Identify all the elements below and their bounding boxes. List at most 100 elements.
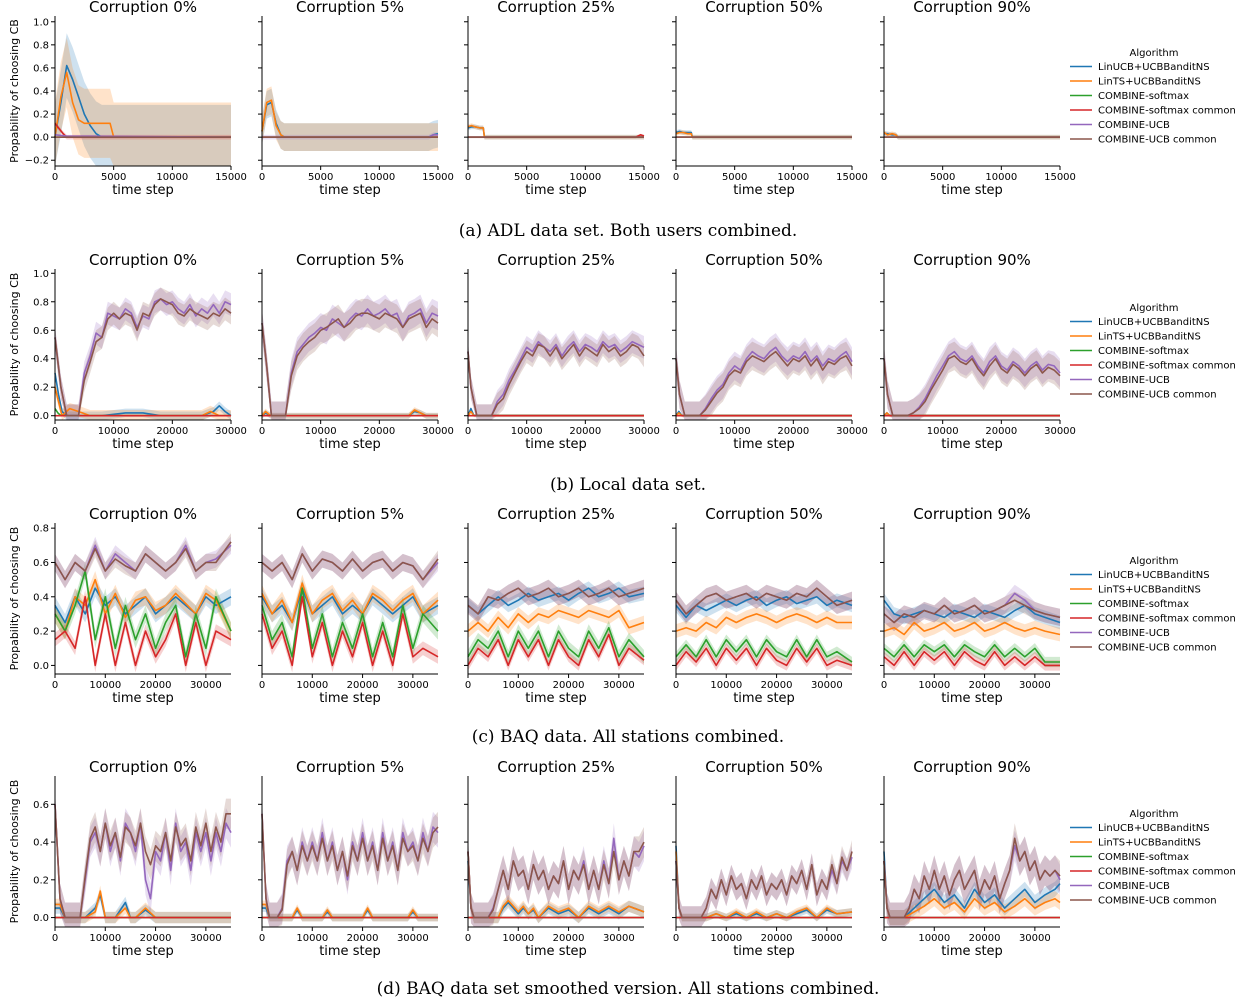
x-tick-label: 15000: [422, 172, 454, 183]
subplot-title: Corruption 90%: [913, 251, 1031, 269]
confidence-band: [468, 581, 644, 621]
series-line: [467, 587, 645, 615]
series-line: [261, 813, 439, 919]
x-tick-label: 0: [881, 426, 887, 437]
y-tick-label: 0.8: [33, 40, 49, 51]
legend-entry: COMBINE-softmax common: [1098, 106, 1236, 117]
series-line: [261, 308, 439, 417]
series-line: [54, 298, 232, 417]
series-line: [675, 595, 853, 619]
x-tick-label: 30000: [397, 933, 429, 944]
subplot: Corruption 0% 0 10000 20000 30000 0.0 0.2 0.4 0.…: [33, 505, 232, 706]
legend-entry: COMBINE-UCB common: [1098, 390, 1217, 401]
x-tick-label: 20000: [553, 680, 585, 691]
subplot-title: Corruption 50%: [705, 758, 823, 776]
confidence-band: [262, 88, 438, 151]
confidence-band: [468, 407, 644, 418]
y-tick-label: 0.6: [33, 800, 49, 811]
subplot: Corruption 0% 0 5000 10000 15000 −0.2 0.0 0.2 0.…: [25, 0, 247, 198]
subplot-title: Corruption 50%: [705, 0, 823, 16]
legend-entry: LinTS+UCBBanditNS: [1098, 77, 1201, 88]
x-tick-label: 10000: [98, 426, 130, 437]
x-tick-label: 0: [259, 172, 265, 183]
x-tick-label: 20000: [347, 933, 379, 944]
chart-row-0: Corruption 0% 0 5000 10000 15000 −0.2 0.0 0.2 0.…: [8, 0, 1236, 241]
legend-entry: COMBINE-softmax common: [1098, 361, 1236, 372]
x-tick-label: 10000: [918, 680, 950, 691]
x-tick-label: 30000: [836, 426, 868, 437]
x-tick-label: 30000: [811, 933, 843, 944]
x-axis-label: time step: [319, 183, 381, 198]
x-tick-label: 10000: [296, 680, 328, 691]
confidence-band: [262, 579, 438, 666]
x-axis-label: time step: [525, 691, 587, 706]
x-tick-label: 30000: [397, 680, 429, 691]
x-axis-label: time step: [112, 437, 174, 452]
x-tick-label: 30000: [190, 933, 222, 944]
y-tick-label: 0.2: [33, 110, 49, 121]
legend-entry: COMBINE-UCB common: [1098, 135, 1217, 146]
y-tick-label: −0.2: [25, 156, 49, 167]
y-tick-label: 0.0: [33, 411, 49, 422]
x-tick-label: 10000: [296, 933, 328, 944]
figure-caption: (b) Local data set.: [550, 475, 706, 495]
x-tick-label: 15000: [836, 172, 868, 183]
series-line: [675, 638, 853, 663]
subplot: Corruption 90% 0 10000 20000 30000 time step: [880, 251, 1076, 452]
x-tick-label: 20000: [156, 426, 188, 437]
confidence-band: [676, 333, 852, 420]
series-line: [675, 613, 852, 632]
legend: Algorithm LinUCB+UCBBanditNS LinTS+UCBBand…: [1070, 303, 1236, 401]
x-axis-label: time step: [525, 944, 587, 959]
x-axis-label: time step: [941, 183, 1003, 198]
x-tick-label: 0: [673, 172, 679, 183]
subplot-title: Corruption 50%: [705, 251, 823, 269]
confidence-band: [676, 579, 852, 623]
x-tick-label: 30000: [811, 680, 843, 691]
x-tick-label: 20000: [969, 680, 1001, 691]
x-tick-label: 30000: [1019, 680, 1051, 691]
x-axis-label: time step: [525, 183, 587, 198]
x-tick-label: 5000: [308, 172, 333, 183]
legend-entry: COMBINE-softmax common: [1098, 867, 1236, 878]
x-tick-label: 0: [259, 933, 265, 944]
confidence-band: [262, 86, 438, 151]
x-axis-label: time step: [733, 691, 795, 706]
series-line: [675, 350, 853, 417]
x-tick-label: 10000: [777, 172, 809, 183]
legend-entry: COMBINE-UCB: [1098, 375, 1170, 386]
x-tick-label: 10000: [927, 426, 959, 437]
x-tick-label: 20000: [347, 680, 379, 691]
y-axis-label: Propability of choosing CB: [8, 780, 21, 924]
x-axis-label: time step: [112, 183, 174, 198]
legend-entry: LinTS+UCBBanditNS: [1098, 838, 1201, 849]
x-tick-label: 5000: [930, 172, 955, 183]
subplot: Corruption 50% 0 10000 20000 30000 time step: [672, 251, 868, 452]
subplot: Corruption 90% 0 10000 20000 30000 time step: [880, 758, 1061, 959]
figure-caption: (c) BAQ data. All stations combined.: [472, 727, 784, 747]
confidence-band: [676, 847, 852, 922]
confidence-band: [468, 629, 644, 671]
subplot: Corruption 25% 0 10000 20000 30000 time step: [464, 251, 660, 452]
x-tick-label: 0: [259, 426, 265, 437]
x-tick-label: 10000: [985, 172, 1017, 183]
x-tick-label: 30000: [603, 680, 635, 691]
confidence-band: [262, 545, 438, 589]
confidence-band: [884, 341, 1060, 420]
x-axis-label: time step: [319, 944, 381, 959]
subplot: Corruption 5% 0 10000 20000 30000 time step: [258, 758, 439, 959]
subplot: Corruption 5% 0 10000 20000 30000 time step: [258, 505, 439, 706]
legend-entry: LinUCB+UCBBanditNS: [1098, 62, 1210, 73]
x-tick-label: 0: [673, 426, 679, 437]
series-line: [883, 650, 1060, 667]
subplot: Corruption 25% 0 10000 20000 30000 time step: [464, 758, 645, 959]
confidence-band: [468, 823, 644, 927]
subplot-title: Corruption 50%: [705, 505, 823, 523]
legend-title: Algorithm: [1130, 809, 1179, 820]
subplot-title: Corruption 5%: [296, 505, 404, 523]
y-tick-label: 0.4: [33, 838, 49, 849]
series-line: [675, 851, 853, 919]
confidence-band: [468, 579, 644, 623]
series-line: [883, 599, 1061, 624]
x-tick-label: 0: [881, 680, 887, 691]
